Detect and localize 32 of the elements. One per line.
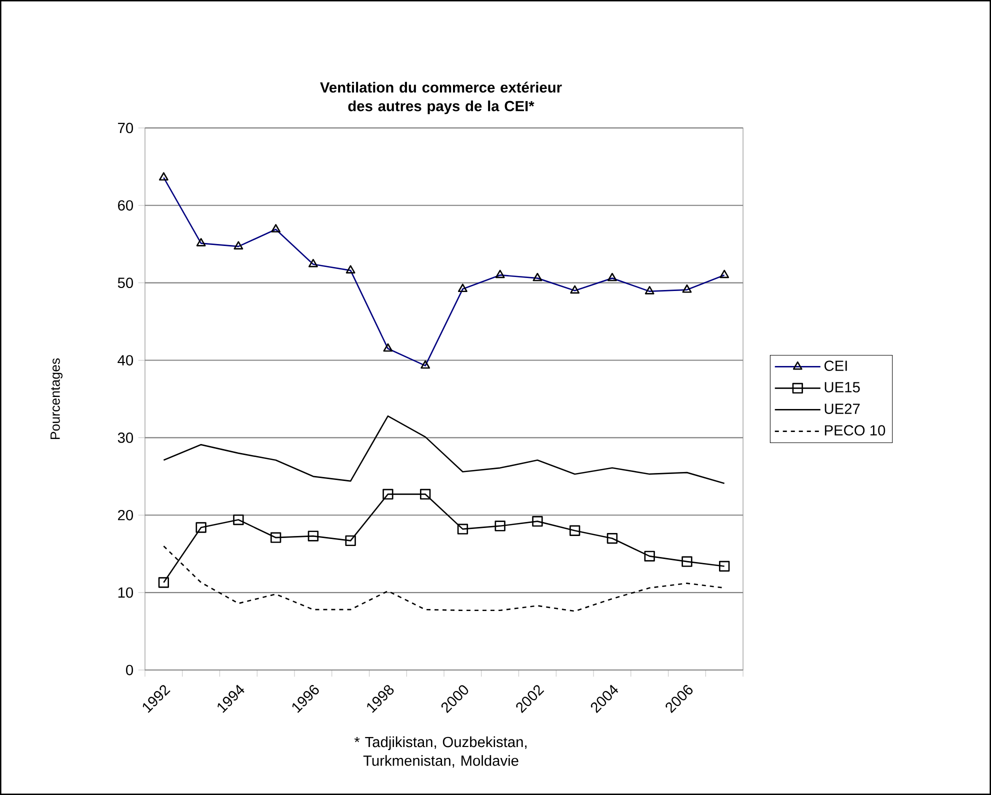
line-series <box>163 415 726 484</box>
point <box>719 560 730 572</box>
point <box>270 532 282 543</box>
point <box>606 533 618 544</box>
point <box>569 525 580 536</box>
y-tick-label: 0 <box>126 664 134 676</box>
point <box>233 514 244 526</box>
point <box>382 488 394 500</box>
point <box>196 522 206 533</box>
legend-label: UE15 <box>824 382 860 392</box>
legend-label: PECO 10 <box>824 425 886 436</box>
chart-title: Ventilation du commerce extérieur des autres pays de la CEI* <box>320 82 562 114</box>
point <box>420 488 431 500</box>
point <box>457 524 468 534</box>
point <box>532 516 543 527</box>
point <box>644 550 655 562</box>
y-tick-label: 20 <box>118 510 134 520</box>
point <box>682 556 692 567</box>
y-axis-title: Pourcentages <box>50 358 63 440</box>
y-tick-label: 30 <box>118 432 134 443</box>
point <box>308 530 319 542</box>
legend-label: CEI <box>824 360 847 371</box>
point <box>158 577 170 588</box>
y-tick-label: 50 <box>118 278 134 288</box>
y-tick-label: 70 <box>118 122 134 134</box>
text: * Tadjikistan, Ouzbekistan, Turkmenistan, Moldavie <box>354 736 526 768</box>
legend-label: UE27 <box>824 404 860 414</box>
y-tick-label: 60 <box>118 200 134 211</box>
point <box>494 520 506 532</box>
y-tick-label: 10 <box>118 587 134 598</box>
y-tick-label: 40 <box>118 355 134 366</box>
point <box>345 535 356 546</box>
